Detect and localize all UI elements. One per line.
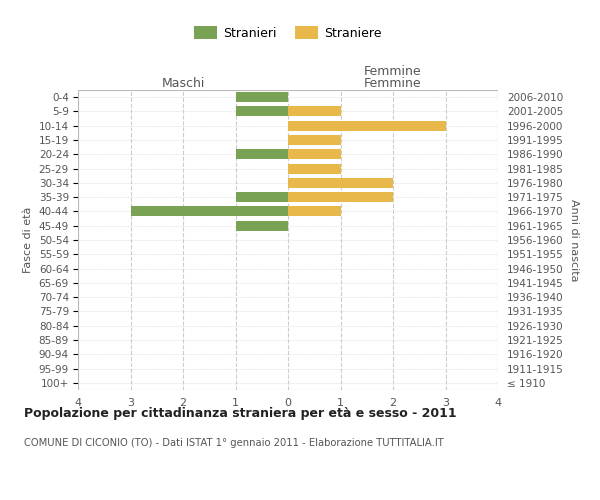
Y-axis label: Fasce di età: Fasce di età xyxy=(23,207,33,273)
Bar xyxy=(235,106,288,117)
Bar xyxy=(235,92,288,102)
Bar xyxy=(130,206,288,216)
Bar xyxy=(288,178,393,188)
Bar xyxy=(288,120,445,130)
Bar xyxy=(235,220,288,230)
Bar xyxy=(288,206,341,216)
Bar xyxy=(288,164,341,173)
Legend: Stranieri, Straniere: Stranieri, Straniere xyxy=(190,21,386,45)
Bar xyxy=(288,150,341,160)
Text: Popolazione per cittadinanza straniera per età e sesso - 2011: Popolazione per cittadinanza straniera p… xyxy=(24,408,457,420)
Text: Femmine: Femmine xyxy=(364,77,422,90)
Bar xyxy=(235,192,288,202)
Text: Maschi: Maschi xyxy=(161,77,205,90)
Text: COMUNE DI CICONIO (TO) - Dati ISTAT 1° gennaio 2011 - Elaborazione TUTTITALIA.IT: COMUNE DI CICONIO (TO) - Dati ISTAT 1° g… xyxy=(24,438,444,448)
Y-axis label: Anni di nascita: Anni di nascita xyxy=(569,198,580,281)
Text: Femmine: Femmine xyxy=(364,65,422,78)
Bar xyxy=(288,192,393,202)
Bar xyxy=(288,106,341,117)
Bar xyxy=(288,135,341,145)
Bar xyxy=(235,150,288,160)
